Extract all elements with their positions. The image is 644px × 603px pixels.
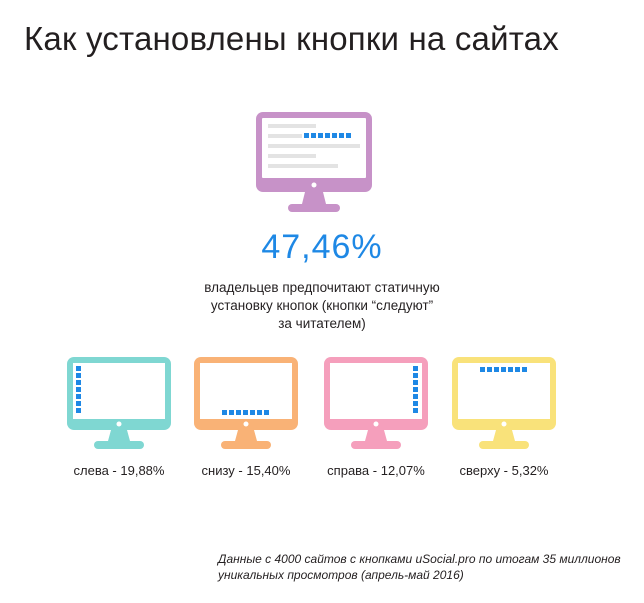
share-buttons-row (480, 367, 527, 372)
main-percent: 47,46% (261, 228, 383, 266)
footnote: Данные с 4000 сайтов с кнопками uSocial.… (218, 551, 638, 583)
content-bar (268, 134, 302, 138)
monitor-bottom-icon (194, 357, 298, 449)
main-monitor-icon (256, 112, 372, 212)
content-bar (268, 144, 360, 148)
share-buttons-column (76, 366, 81, 413)
monitor-left-icon (67, 357, 171, 449)
placement-right-label: справа - 12,07% (327, 463, 425, 478)
placement-bottom-label: снизу - 15,40% (201, 463, 291, 478)
share-buttons-row (304, 133, 351, 138)
page-title: Как установлены кнопки на сайтах (24, 20, 559, 57)
content-bar (268, 124, 316, 128)
monitor-right-icon (324, 357, 428, 449)
share-buttons-row (222, 410, 269, 415)
description-line: владельцев предпочитают статичную (204, 280, 440, 295)
share-buttons-column (413, 366, 418, 413)
content-bar (268, 154, 316, 158)
placement-top-label: сверху - 5,32% (459, 463, 549, 478)
main-description: владельцев предпочитают статичную устано… (0, 279, 644, 333)
monitor-neck (302, 192, 326, 204)
content-bar (268, 164, 338, 168)
monitor-stand (288, 204, 340, 212)
footnote-line: уникальных просмотров (апрель-май 2016) (218, 568, 464, 582)
description-line: установку кнопок (кнопки “следуют” (210, 298, 434, 313)
footnote-line: Данные с 4000 сайтов с кнопками uSocial.… (218, 552, 621, 566)
monitor-top-icon (452, 357, 556, 449)
placement-left-label: слева - 19,88% (73, 463, 165, 478)
description-line: за читателем) (278, 316, 366, 331)
monitor-button (311, 182, 317, 188)
